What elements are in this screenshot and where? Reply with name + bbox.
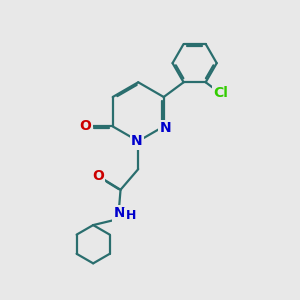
Text: N: N — [131, 134, 142, 148]
Text: O: O — [92, 169, 104, 183]
Text: Cl: Cl — [214, 86, 228, 100]
Text: N: N — [159, 121, 171, 135]
Text: O: O — [80, 119, 91, 134]
Text: H: H — [125, 209, 136, 222]
Text: N: N — [114, 206, 125, 220]
